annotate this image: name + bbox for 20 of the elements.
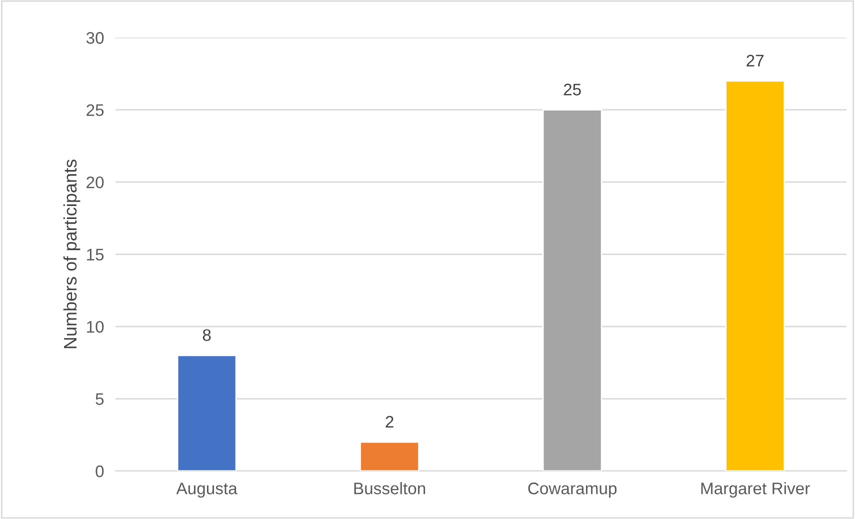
y-tick-label: 10 [87, 320, 104, 333]
bar [725, 80, 786, 471]
x-tick-label: Margaret River [701, 482, 810, 498]
data-label: 25 [564, 84, 581, 96]
x-tick-label: Augusta [176, 482, 238, 498]
y-tick-label: 0 [96, 465, 104, 478]
x-tick-label: Cowaramup [528, 482, 617, 498]
data-label: 2 [386, 416, 394, 428]
y-axis-title: Numbers of participants [63, 160, 80, 348]
y-tick-label: 5 [96, 393, 104, 405]
bar [542, 109, 602, 471]
y-tick-label: 20 [86, 176, 104, 188]
bar [360, 441, 420, 471]
x-tick-label: Busselton [354, 482, 426, 494]
y-tick-label: 30 [86, 32, 104, 44]
y-tick-label: 15 [87, 248, 104, 261]
data-label: 27 [746, 54, 764, 66]
y-tick-label: 25 [86, 104, 104, 116]
bar [176, 354, 237, 471]
data-label: 8 [202, 329, 211, 342]
